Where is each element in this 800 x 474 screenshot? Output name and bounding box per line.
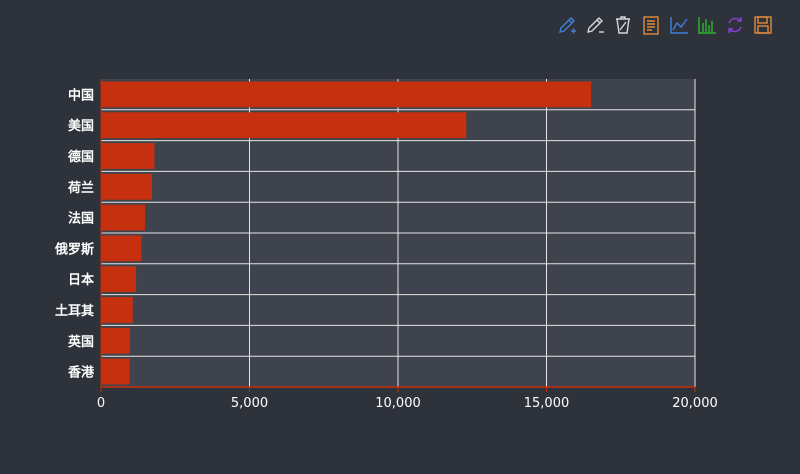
line-chart-icon[interactable]: [668, 14, 690, 36]
x-tick-label: 5,000: [231, 396, 268, 411]
mark-undo-icon[interactable]: [584, 14, 606, 36]
y-tick-label: 俄罗斯: [54, 241, 94, 257]
save-image-icon[interactable]: [752, 14, 774, 36]
mark-clear-icon[interactable]: [612, 14, 634, 36]
bar[interactable]: [101, 266, 137, 293]
bar[interactable]: [101, 358, 130, 385]
restore-icon[interactable]: [724, 14, 746, 36]
bar[interactable]: [101, 143, 155, 169]
y-tick-label: 英国: [67, 334, 94, 350]
bar[interactable]: [101, 327, 130, 354]
y-tick-label: 德国: [68, 149, 94, 165]
mark-icon[interactable]: [556, 14, 578, 36]
y-tick-label: 荷兰: [67, 180, 94, 196]
bar[interactable]: [101, 204, 145, 231]
x-tick-label: 0: [97, 396, 105, 411]
x-tick-label: 20,000: [672, 396, 718, 411]
x-tick-label: 15,000: [524, 396, 570, 411]
bar-chart-icon[interactable]: [696, 14, 718, 36]
bar[interactable]: [101, 297, 133, 323]
y-tick-label: 中国: [68, 87, 94, 103]
bar[interactable]: [101, 112, 467, 139]
y-tick-label: 美国: [68, 118, 94, 134]
x-tick-label: 10,000: [375, 396, 421, 411]
data-view-icon[interactable]: [640, 14, 662, 36]
bar[interactable]: [101, 173, 153, 200]
chart-toolbar: [556, 14, 774, 36]
bar[interactable]: [101, 81, 592, 108]
y-tick-label: 法国: [68, 211, 94, 227]
y-tick-label: 香港: [67, 365, 95, 381]
y-tick-label: 土耳其: [55, 303, 94, 319]
bar[interactable]: [101, 235, 142, 262]
y-tick-label: 日本: [68, 272, 94, 288]
